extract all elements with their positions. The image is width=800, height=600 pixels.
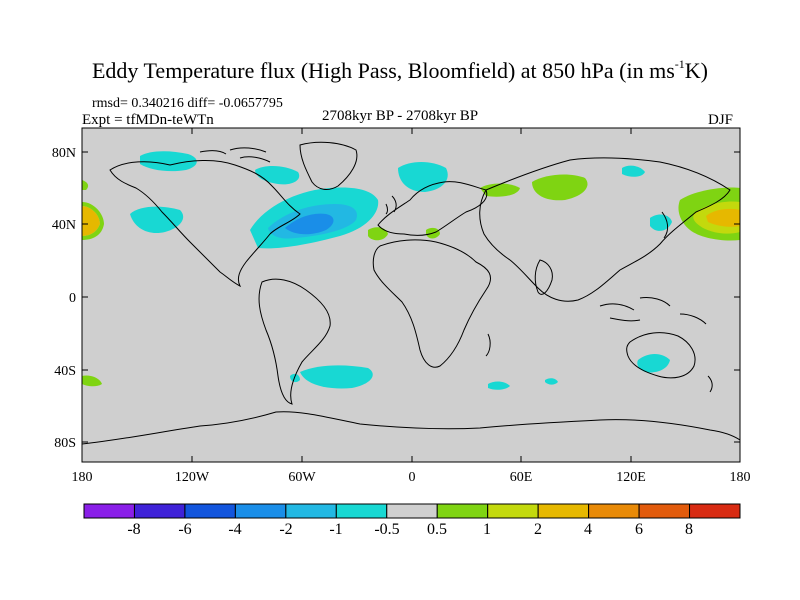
colorbar-label: -4 — [228, 521, 241, 538]
x-tick-label: 180 — [730, 470, 751, 485]
anomaly-pos-iberia — [368, 227, 388, 241]
colorbar — [83, 503, 741, 519]
anomaly-pos-ne-pacific — [82, 206, 100, 236]
anomaly-neg-patagonia — [290, 373, 300, 383]
coast-japan — [661, 211, 669, 239]
stats-line: rmsd= 0.340216 diff= -0.0657795 — [92, 96, 283, 111]
colorbar-label: 6 — [635, 521, 643, 538]
anomaly-neg-pacific-ne — [130, 206, 184, 234]
coast-india — [534, 259, 553, 295]
anomaly-neg-s-indian — [488, 381, 510, 390]
coast-uk — [385, 195, 397, 215]
x-tick-label: 120E — [616, 470, 646, 485]
x-tick-label: 120W — [175, 470, 210, 485]
colorbar-box — [285, 503, 337, 519]
colorbar-label: -0.5 — [374, 521, 399, 538]
map-frame — [81, 127, 741, 463]
coast-new-zealand — [707, 375, 713, 393]
anomaly-neg-s-indian-2 — [545, 378, 558, 385]
x-tick-labels: 180 120W 60W 0 60E 120E 180 — [72, 470, 751, 485]
title-end: K) — [684, 58, 708, 83]
anomaly-pos-ne-pacific-ring — [82, 202, 104, 240]
coast-south-america — [258, 278, 331, 405]
x-tick-label: 60E — [510, 470, 533, 485]
colorbar-box — [487, 503, 539, 519]
colorbar-box — [184, 503, 236, 519]
x-tick-label: 0 — [409, 470, 416, 485]
coast-europe — [377, 181, 488, 236]
colorbar-box — [537, 503, 590, 519]
colorbar-box — [386, 503, 438, 519]
y-tick-label: 80S — [54, 436, 76, 451]
colorbar-box — [234, 503, 287, 519]
colorbar-label: -2 — [279, 521, 292, 538]
anomaly-pos-south-pacific — [82, 375, 102, 387]
coast-arctic-islands — [199, 147, 271, 163]
colorbar-box — [133, 503, 186, 519]
anomaly-neg-siberia — [622, 165, 645, 177]
anomaly-pos-nw-pacific-core — [706, 208, 740, 227]
title-main: Eddy Temperature flux (High Pass, Bloomf… — [91, 58, 675, 83]
anomaly-pos-ne-pacific-small — [82, 180, 89, 190]
title-superscript: -1 — [674, 56, 685, 71]
x-tick-label: 60W — [288, 470, 316, 485]
colorbar-label: 4 — [584, 521, 592, 538]
anomaly-neg-south-atlantic — [300, 365, 373, 389]
colorbar-box — [588, 503, 640, 519]
colorbar-box — [689, 503, 741, 519]
coast-antarctica — [82, 411, 740, 445]
y-tick-label: 0 — [69, 291, 76, 306]
anomaly-field — [82, 151, 740, 390]
y-tick-label: 40N — [52, 218, 76, 233]
coast-greenland — [299, 141, 358, 190]
colorbar-label: 8 — [685, 521, 693, 538]
colorbar-label: 1 — [483, 521, 491, 538]
y-tick-label: 80N — [52, 146, 76, 161]
y-tick-label: 40S — [54, 364, 76, 379]
coast-north-america — [109, 159, 301, 288]
season-label: DJF — [708, 112, 734, 128]
anomaly-neg-north-atlantic-max — [285, 213, 334, 235]
colorbar-label: -6 — [178, 521, 191, 538]
anomaly-neg-australia — [637, 354, 670, 373]
colorbar-box — [436, 503, 489, 519]
anomaly-neg-arctic-canada — [140, 151, 197, 172]
colorbar-box — [335, 503, 388, 519]
colorbar-label: 2 — [534, 521, 542, 538]
coast-asia — [479, 157, 731, 302]
colorbar-box — [83, 503, 135, 519]
anomaly-pos-siberia — [532, 174, 588, 201]
experiment-label: Expt = tfMDn-teWTn — [82, 112, 214, 128]
anomaly-neg-japan — [650, 214, 672, 231]
coast-madagascar — [485, 333, 491, 357]
coast-africa — [372, 239, 491, 368]
colorbar-label: -8 — [127, 521, 140, 538]
anomaly-pos-russia-west — [480, 183, 520, 197]
colorbar-label: -1 — [329, 521, 342, 538]
colorbar-labels: -8 -6 -4 -2 -1 -0.5 0.5 1 2 4 6 8 — [127, 521, 693, 538]
figure-title: Eddy Temperature flux (High Pass, Bloomf… — [0, 56, 800, 84]
coastlines — [82, 141, 740, 445]
coast-se-asia-islands — [599, 297, 707, 325]
axis-ticks — [81, 128, 741, 462]
y-tick-labels: 80N 40N 0 40S 80S — [52, 146, 76, 451]
colorbar-label: 0.5 — [427, 521, 447, 538]
colorbar-box — [638, 503, 691, 519]
anomaly-neg-scandinavia — [398, 162, 448, 192]
x-tick-label: 180 — [72, 470, 93, 485]
coast-australia — [626, 332, 696, 379]
period-label: 2708kyr BP - 2708kyr BP — [322, 108, 479, 124]
